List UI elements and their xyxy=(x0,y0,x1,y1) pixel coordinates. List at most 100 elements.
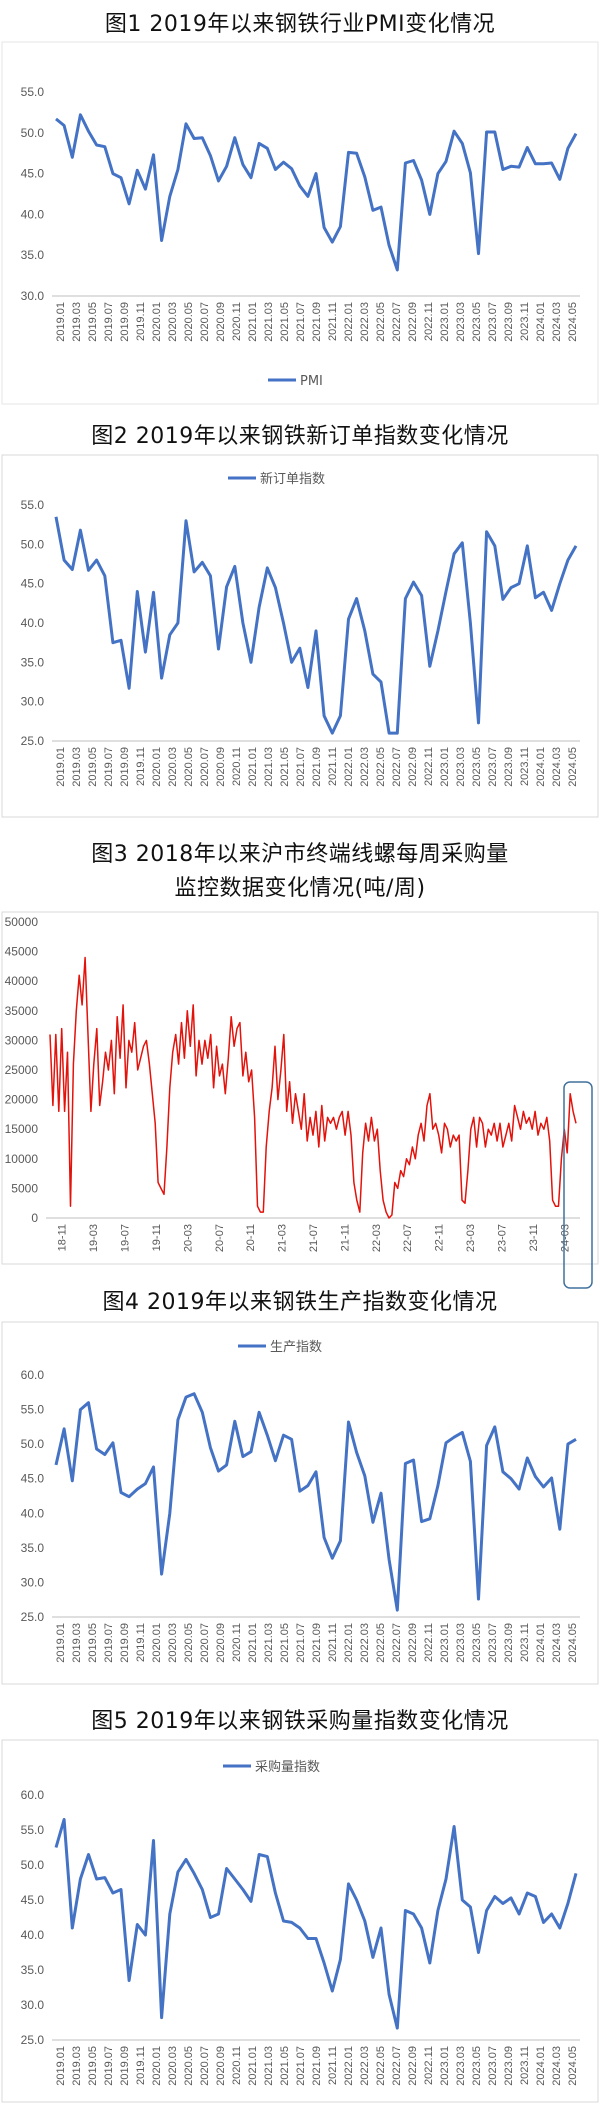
x-tick-label: 2019.03 xyxy=(71,747,83,787)
x-tick-label: 2023.05 xyxy=(471,1623,483,1663)
x-tick-label: 2021.11 xyxy=(327,2046,339,2085)
x-tick-label: 2021.11 xyxy=(327,302,339,341)
series-line-1 xyxy=(55,113,578,272)
x-tick-label: 2019.11 xyxy=(135,2046,147,2085)
x-tick-label: 2024.05 xyxy=(567,302,579,342)
x-tick-label: 22-03 xyxy=(371,1224,383,1252)
x-tick-label: 2021.11 xyxy=(327,1623,339,1662)
series-line-4 xyxy=(54,1392,577,1612)
x-tick-label: 2019.09 xyxy=(119,302,131,342)
highlight-box xyxy=(563,1081,593,1289)
y-tick-label: 40.0 xyxy=(21,1506,45,1520)
x-tick-label: 2023.05 xyxy=(471,302,483,342)
legend-label: PMI xyxy=(300,374,323,389)
figure-4-title: 图4 2019年以来钢铁生产指数变化情况 xyxy=(102,1290,498,1315)
y-tick-label: 50.0 xyxy=(21,126,45,140)
x-tick-label: 2020.11 xyxy=(231,302,243,341)
x-tick-label: 2024.05 xyxy=(567,747,579,787)
y-tick-label: 50000 xyxy=(5,915,39,929)
legend-label: 新订单指数 xyxy=(260,471,325,487)
x-tick-label: 2021.01 xyxy=(247,1623,259,1663)
x-tick-label: 22-07 xyxy=(402,1224,414,1252)
x-tick-label: 24-03 xyxy=(559,1224,571,1252)
chart-2: 25.0 30.0 35.0 40.0 45.0 50.0 55.0 2019.01 2019.… xyxy=(1,454,599,818)
x-tick-label: 2022.09 xyxy=(407,302,419,342)
y-tick-label: 30.0 xyxy=(21,1575,45,1589)
x-tick-label: 21-11 xyxy=(339,1224,351,1251)
x-tick-label: 2019.01 xyxy=(55,2046,67,2086)
x-tick-label: 2020.07 xyxy=(199,302,211,342)
x-tick-label: 2020.09 xyxy=(215,2046,227,2086)
x-tick-label: 2024.05 xyxy=(567,2046,579,2086)
x-tick-label: 2020.05 xyxy=(183,2046,195,2086)
x-tick-label: 2022.05 xyxy=(375,1623,387,1663)
x-tick-label: 2021.09 xyxy=(311,747,323,787)
x-tick-label: 20-07 xyxy=(214,1224,226,1252)
x-tick-label: 2021.05 xyxy=(279,302,291,342)
x-tick-label: 2021.05 xyxy=(279,1623,291,1663)
x-tick-label: 2023.11 xyxy=(519,1623,531,1662)
y-tick-label: 30.0 xyxy=(21,289,45,303)
x-tick-label: 2020.09 xyxy=(215,302,227,342)
chart-3: 0 5000 10000 15000 20000 25000 30000 35000 40000… xyxy=(1,911,599,1289)
x-tick-label: 2019.05 xyxy=(87,302,99,342)
x-tick-label: 2023.03 xyxy=(455,1623,467,1663)
x-tick-label: 2019.05 xyxy=(87,1623,99,1663)
x-tick-label: 2024.03 xyxy=(551,2046,563,2086)
x-tick-label: 2022.05 xyxy=(375,302,387,342)
y-tick-label: 45.0 xyxy=(21,167,45,181)
y-tick-label: 55.0 xyxy=(21,498,45,512)
x-tick-label: 2019.03 xyxy=(71,2046,83,2086)
x-tick-label: 2022.01 xyxy=(343,747,355,787)
x-tick-label: 2021.11 xyxy=(327,747,339,786)
x-tick-label: 2021.09 xyxy=(311,2046,323,2086)
y-tick-label: 5000 xyxy=(11,1181,38,1195)
x-tick-label: 2022.07 xyxy=(391,747,403,787)
x-tick-label: 2023.03 xyxy=(455,302,467,342)
y-tick-label: 10000 xyxy=(5,1152,39,1166)
x-tick-label: 2020.11 xyxy=(231,747,243,786)
x-tick-label: 2020.03 xyxy=(167,2046,179,2086)
y-tick-label: 35.0 xyxy=(21,1541,45,1555)
x-tick-label: 2019.09 xyxy=(119,1623,131,1663)
x-tick-label: 2022.01 xyxy=(343,302,355,342)
y-tick-label: 30.0 xyxy=(21,1998,45,2012)
x-tick-label: 2020.05 xyxy=(183,747,195,787)
x-tick-label: 2020.09 xyxy=(215,1623,227,1663)
figure-3-title-line2: 监控数据变化情况(吨/周) xyxy=(174,876,426,901)
x-tick-label: 19-03 xyxy=(88,1224,100,1252)
x-tick-label: 2023.05 xyxy=(471,2046,483,2086)
x-tick-label: 2023.11 xyxy=(519,2046,531,2085)
x-tick-label: 2022.11 xyxy=(423,2046,435,2085)
x-tick-label: 20-03 xyxy=(182,1224,194,1252)
x-tick-label: 2020.01 xyxy=(151,2046,163,2086)
y-tick-label: 35.0 xyxy=(21,248,45,262)
y-tick-label: 25.0 xyxy=(21,2033,45,2047)
y-tick-label: 25000 xyxy=(5,1063,39,1077)
y-tick-label: 45.0 xyxy=(21,1472,45,1486)
x-tick-label: 2021.03 xyxy=(263,747,275,787)
x-tick-label: 2021.05 xyxy=(279,747,291,787)
y-tick-label: 60.0 xyxy=(21,1368,45,1382)
x-tick-label: 2020.11 xyxy=(231,2046,243,2085)
x-tick-label: 2024.03 xyxy=(551,747,563,787)
y-tick-label: 20000 xyxy=(5,1093,39,1107)
figure-2-title: 图2 2019年以来钢铁新订单指数变化情况 xyxy=(91,424,509,449)
x-tick-label: 2020.05 xyxy=(183,1623,195,1663)
x-tick-label: 19-07 xyxy=(120,1224,132,1252)
x-tick-label: 2022.01 xyxy=(343,1623,355,1663)
y-tick-label: 55.0 xyxy=(21,85,45,99)
x-tick-label: 2021.01 xyxy=(247,747,259,787)
y-tick-label: 45.0 xyxy=(21,1893,45,1907)
x-tick-label: 2021.03 xyxy=(263,2046,275,2086)
x-tick-label: 2021.09 xyxy=(311,302,323,342)
legend-label: 生产指数 xyxy=(270,1340,322,1355)
x-tick-label: 2019.09 xyxy=(119,747,131,787)
x-tick-label: 2019.03 xyxy=(71,1623,83,1663)
y-tick-label: 40.0 xyxy=(21,1928,45,1942)
figure-5-title: 图5 2019年以来钢铁采购量指数变化情况 xyxy=(91,1709,509,1734)
x-tick-label: 19-11 xyxy=(151,1224,163,1251)
x-tick-label: 22-11 xyxy=(434,1224,446,1251)
x-tick-label: 2022.09 xyxy=(407,1623,419,1663)
